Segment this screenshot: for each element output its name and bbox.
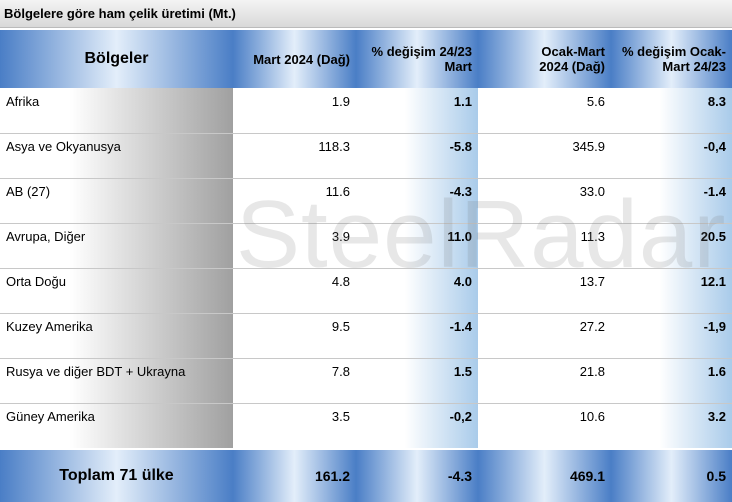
row-separator xyxy=(0,133,732,134)
cell: -4.3 xyxy=(356,178,478,223)
total-cell: -4.3 xyxy=(356,450,478,502)
cell: 1.6 xyxy=(611,358,732,403)
cell: 4.8 xyxy=(331,274,350,289)
cell: 20.5 xyxy=(611,223,732,268)
cell: 345.9 xyxy=(572,139,605,154)
column-header: Mart 2024 (Dağ) xyxy=(233,30,356,88)
cell: 7.8 xyxy=(331,364,350,379)
row-label: Avrupa, Diğer xyxy=(0,223,233,268)
row-label: Afrika xyxy=(0,88,233,133)
cell: 11.3 xyxy=(580,229,605,244)
total-cell: 161.2 xyxy=(233,450,356,502)
cell: 1.5 xyxy=(356,358,478,403)
row-label: Orta Doğu xyxy=(0,268,233,313)
cell: 3.2 xyxy=(611,403,732,448)
row-separator xyxy=(0,358,732,359)
row-separator xyxy=(0,178,732,179)
cell: 10.6 xyxy=(579,409,605,424)
row-separator xyxy=(0,313,732,314)
cell: 3.9 xyxy=(331,229,350,244)
cell: 118.3 xyxy=(318,139,350,154)
cell: 13.7 xyxy=(579,274,605,289)
row-separator xyxy=(0,223,732,224)
column-header: % değişim 24/23 Mart xyxy=(356,30,478,88)
cell: 1.1 xyxy=(356,88,478,133)
cell: -1.4 xyxy=(356,313,478,358)
total-cell: 469.1 xyxy=(478,450,611,502)
cell: 11.6 xyxy=(325,184,350,199)
row-label: Kuzey Amerika xyxy=(0,313,233,358)
row-label: Güney Amerika xyxy=(0,403,233,448)
total-cell: 0.5 xyxy=(611,450,732,502)
cell: 27.2 xyxy=(579,319,605,334)
cell: 33.0 xyxy=(579,184,605,199)
cell: 11.0 xyxy=(356,223,478,268)
column-header: % değişim Ocak- Mart 24/23 xyxy=(611,30,732,88)
cell: 5.6 xyxy=(586,94,605,109)
row-separator xyxy=(0,268,732,269)
cell: -1,9 xyxy=(611,313,732,358)
cell: 8.3 xyxy=(611,88,732,133)
cell: 21.8 xyxy=(579,364,605,379)
title: Bölgelere göre ham çelik üretimi (Mt.) xyxy=(0,0,732,28)
cell: 3.5 xyxy=(331,409,350,424)
total-label: Toplam 71 ülke xyxy=(0,450,233,502)
cell: -5.8 xyxy=(356,133,478,178)
cell: 4.0 xyxy=(356,268,478,313)
column-header: Bölgeler xyxy=(0,30,233,88)
column-header: Ocak-Mart 2024 (Dağ) xyxy=(478,30,611,88)
row-label: Rusya ve diğer BDT + Ukrayna xyxy=(0,358,233,403)
cell: -0,2 xyxy=(356,403,478,448)
cell: -0,4 xyxy=(611,133,732,178)
row-label: AB (27) xyxy=(0,178,233,223)
cell: 1.9 xyxy=(331,94,350,109)
cell: 12.1 xyxy=(611,268,732,313)
cell: -1.4 xyxy=(611,178,732,223)
row-separator xyxy=(0,403,732,404)
row-label: Asya ve Okyanusya xyxy=(0,133,233,178)
cell: 9.5 xyxy=(331,319,350,334)
